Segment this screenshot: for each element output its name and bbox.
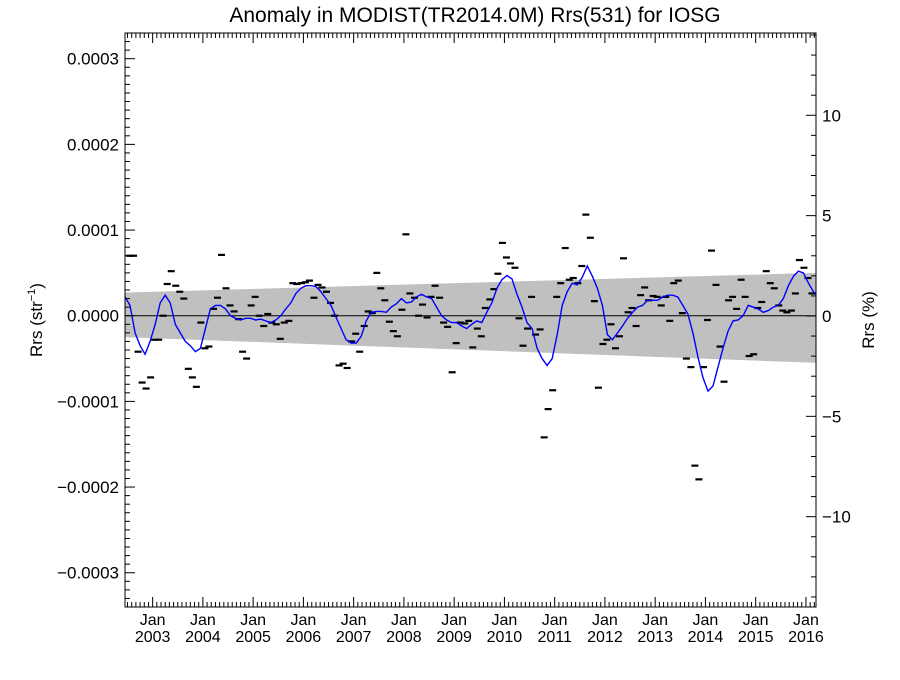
- x-tick-month-6: Jan: [441, 612, 467, 629]
- chart-title: Anomaly in MODIST(TR2014.0M) Rrs(531) fo…: [229, 4, 720, 27]
- right-tick-label-1: 5: [822, 207, 831, 226]
- x-tick-year-1: 2004: [185, 629, 221, 646]
- x-tick-month-7: Jan: [492, 612, 518, 629]
- right-axis-label: Rrs (%): [859, 291, 878, 349]
- x-tick-month-9: Jan: [592, 612, 618, 629]
- left-tick-label-3: 0.0000: [67, 307, 119, 326]
- x-tick-year-11: 2014: [688, 629, 724, 646]
- left-axis-label-end: ): [27, 283, 46, 289]
- x-tick-month-13: Jan: [793, 612, 819, 629]
- left-tick-label-6: −0.0003: [57, 564, 119, 583]
- smoothed-line: [124, 264, 817, 393]
- x-tick-year-10: 2013: [637, 629, 673, 646]
- plot-area: 0.0003 0.0002 0.0001 0.0000 −0.0001 −0.0002 −0…: [57, 32, 851, 646]
- x-tick-month-10: Jan: [642, 612, 668, 629]
- x-tick-year-3: 2006: [286, 629, 322, 646]
- x-tick-year-8: 2011: [537, 629, 572, 646]
- uncertainty-band: [125, 272, 816, 363]
- right-tick-label-4: −10: [822, 508, 851, 527]
- x-tick-year-4: 2007: [336, 629, 372, 646]
- left-axis-label-sup: −1: [26, 289, 38, 302]
- left-tick-label-0: 0.0003: [67, 50, 119, 69]
- right-tick-label-0: 10: [822, 106, 841, 125]
- left-tick-label-1: 0.0002: [67, 135, 119, 154]
- left-tick-label-5: −0.0002: [57, 478, 119, 497]
- x-tick-year-13: 2016: [788, 629, 824, 646]
- x-tick-month-3: Jan: [291, 612, 317, 629]
- x-tick-year-7: 2010: [487, 629, 523, 646]
- right-tick-label-2: 0: [822, 307, 831, 326]
- x-tick-month-0: Jan: [140, 612, 166, 629]
- x-tick-year-6: 2009: [436, 629, 472, 646]
- x-tick-month-1: Jan: [190, 612, 216, 629]
- left-tick-label-2: 0.0001: [67, 221, 119, 240]
- x-tick-year-9: 2012: [587, 629, 623, 646]
- left-tick-label-4: −0.0001: [57, 392, 119, 411]
- x-tick-month-8: Jan: [542, 612, 568, 629]
- right-tick-label-3: −5: [822, 407, 841, 426]
- x-tick-year-0: 2003: [135, 629, 171, 646]
- x-tick-year-2: 2005: [235, 629, 271, 646]
- x-tick-year-5: 2008: [386, 629, 422, 646]
- x-tick-year-12: 2015: [738, 629, 774, 646]
- x-tick-month-4: Jan: [341, 612, 367, 629]
- x-tick-month-11: Jan: [693, 612, 719, 629]
- x-tick-month-2: Jan: [240, 612, 266, 629]
- x-tick-month-5: Jan: [391, 612, 417, 629]
- left-axis-label-main: Rrs (str: [27, 301, 46, 357]
- x-tick-month-12: Jan: [743, 612, 769, 629]
- left-axis-label: Rrs (str−1): [26, 283, 46, 357]
